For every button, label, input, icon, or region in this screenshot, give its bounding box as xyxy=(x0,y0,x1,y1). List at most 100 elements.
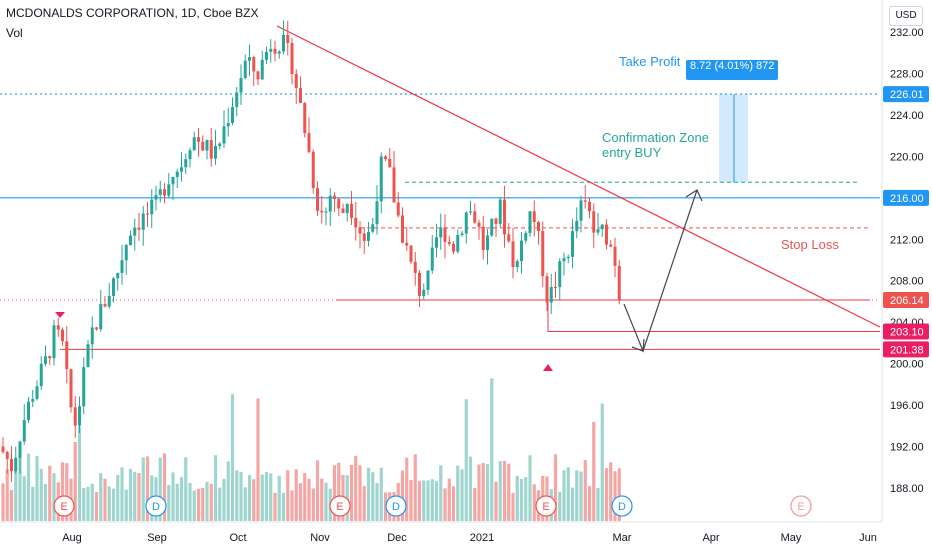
candle-body xyxy=(193,137,196,150)
candle-body xyxy=(414,262,417,273)
volume-bar xyxy=(116,475,119,521)
candle-body xyxy=(342,208,345,213)
candle-body xyxy=(597,229,600,232)
volume-bar xyxy=(456,466,459,521)
candle-body xyxy=(418,273,421,296)
candle-body xyxy=(486,236,489,251)
price-axis[interactable]: 188.00192.00196.00200.00204.00208.00212.… xyxy=(882,0,929,522)
currency-button[interactable]: USD xyxy=(889,6,923,26)
candles xyxy=(2,20,621,482)
candle-body xyxy=(367,232,370,241)
volume-bar xyxy=(23,476,26,521)
volume-bar xyxy=(482,463,485,521)
candle-body xyxy=(388,159,391,167)
candle-body xyxy=(31,399,34,402)
candle-body xyxy=(618,266,621,300)
candle-body xyxy=(346,204,349,213)
time-tick-label: May xyxy=(781,532,802,544)
support-line-203 xyxy=(548,301,880,331)
candle-body xyxy=(516,261,519,267)
volume-bar xyxy=(197,489,200,521)
candle-body xyxy=(201,142,204,151)
volume-bar xyxy=(108,486,111,521)
candle-body xyxy=(380,156,383,201)
entry-buy-label: entry BUY xyxy=(602,145,661,160)
candle-body xyxy=(159,189,162,195)
volume-bar xyxy=(176,484,179,521)
volume-bar xyxy=(74,442,77,521)
volume-bar xyxy=(422,481,425,521)
volume-bar xyxy=(414,454,417,521)
volume-bar xyxy=(103,479,106,521)
candle-body xyxy=(316,188,319,211)
candle-body xyxy=(533,211,536,222)
volume-bar xyxy=(269,473,272,521)
candle-body xyxy=(541,231,544,276)
volume-bar xyxy=(316,460,319,521)
volume-bar xyxy=(609,462,612,521)
candle-body xyxy=(507,234,510,241)
volume-bar xyxy=(307,479,310,521)
volume-bar xyxy=(48,466,51,521)
volume-bar xyxy=(575,470,578,521)
candle-body xyxy=(108,296,111,307)
volume-bar xyxy=(193,491,196,521)
candle-body xyxy=(461,234,464,235)
volume-bar xyxy=(125,490,128,521)
time-tick-label: Mar xyxy=(613,532,632,544)
candle-body xyxy=(167,184,170,195)
volume-bar xyxy=(418,481,421,521)
candle-body xyxy=(397,203,400,216)
candle-body xyxy=(452,244,455,252)
candle-body xyxy=(125,245,128,260)
candle-body xyxy=(448,242,451,244)
confirmation-zone-label: Confirmation Zone xyxy=(602,130,709,145)
candle-body xyxy=(584,200,587,201)
volume-bar xyxy=(324,483,327,521)
volume-bar xyxy=(303,473,306,521)
volume-bar xyxy=(40,469,43,521)
volume-bar xyxy=(180,477,183,521)
event-marker-label: E xyxy=(797,501,804,513)
time-axis[interactable]: Aug Sep Oct Nov Dec 2021 Mar Apr May Jun xyxy=(0,522,882,544)
candle-body xyxy=(524,233,527,241)
volume-bar xyxy=(99,473,102,521)
time-tick-label: Oct xyxy=(229,532,246,544)
candle-body xyxy=(176,172,179,177)
volume-bar xyxy=(533,484,536,521)
candle-body xyxy=(359,227,362,233)
volume-bar xyxy=(137,473,140,521)
candle-body xyxy=(91,327,94,344)
volume-bar xyxy=(231,394,234,521)
volume-bar xyxy=(312,488,315,521)
volume-label: Vol xyxy=(6,26,23,40)
volume-bar xyxy=(524,477,527,521)
volume-bar xyxy=(120,467,123,521)
candle-body xyxy=(218,144,221,146)
volume-bar xyxy=(10,490,13,521)
candle-body xyxy=(384,156,387,158)
volume-bar xyxy=(6,469,9,521)
candle-body xyxy=(65,341,68,369)
volume-bar xyxy=(579,472,582,521)
volume-bar xyxy=(477,464,480,521)
candle-body xyxy=(274,49,277,54)
candle-body xyxy=(121,260,124,273)
volume-bar xyxy=(205,482,208,521)
candle-body xyxy=(495,219,498,224)
volume-bar xyxy=(426,480,429,521)
candle-body xyxy=(393,167,396,202)
sell-marker xyxy=(55,312,65,318)
volume-bar xyxy=(520,479,523,521)
volume-bar xyxy=(133,472,136,521)
volume-bar xyxy=(248,475,251,521)
candle-body xyxy=(257,71,260,79)
volume-bar xyxy=(188,483,191,521)
candle-body xyxy=(261,60,264,79)
volume-bar xyxy=(503,461,506,521)
candle-body xyxy=(282,35,285,52)
price-tick-label: 200.00 xyxy=(890,359,924,371)
candle-body xyxy=(244,61,247,78)
event-marker-label: D xyxy=(152,501,160,513)
